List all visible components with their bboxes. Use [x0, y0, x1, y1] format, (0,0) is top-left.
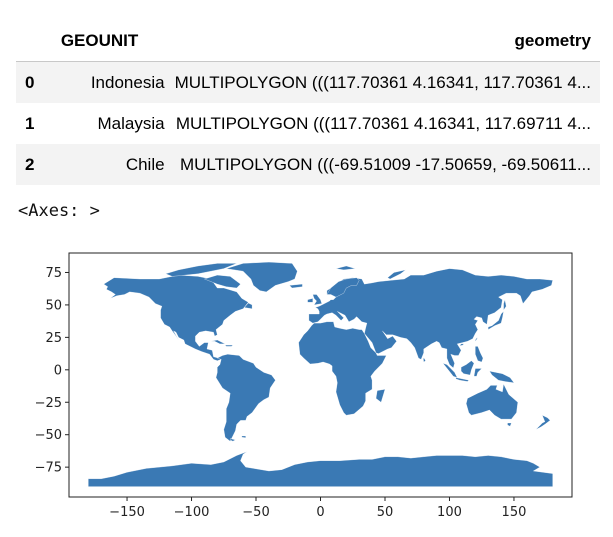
region-new-zealand — [535, 415, 551, 430]
region-cuba — [210, 339, 226, 345]
region-hainan — [459, 343, 464, 346]
region-java — [455, 377, 469, 382]
table-row: 2 Chile MULTIPOLYGON (((-69.51009 -17.50… — [16, 144, 600, 185]
region-newfoundland — [244, 302, 253, 309]
region-antarctica — [88, 451, 553, 487]
y-tick-label: 0 — [54, 363, 62, 378]
column-header-geounit: GEOUNIT — [56, 20, 175, 62]
x-tick-label: 150 — [502, 505, 527, 520]
region-taiwan — [475, 337, 478, 342]
x-tick-label: −150 — [109, 505, 145, 520]
y-tick-label: −25 — [35, 396, 62, 411]
region-baffin — [204, 274, 241, 289]
region-africa — [298, 321, 387, 416]
x-tick-label: −50 — [242, 505, 269, 520]
region-greenland — [226, 261, 298, 293]
x-tick-label: 100 — [437, 505, 462, 520]
world-map-plot: −150 −100 −50 0 50 100 150 75 50 25 0 −25 −50 −75 — [35, 252, 573, 520]
region-madagascar — [375, 389, 386, 403]
geometry-cell: MULTIPOLYGON (((117.70361 4.16341, 117.7… — [174, 72, 591, 92]
geounit-cell: Malaysia — [97, 113, 165, 133]
row-index: 0 — [25, 72, 35, 92]
region-new-guinea — [489, 370, 515, 383]
table-row: 1 Malaysia MULTIPOLYGON (((117.70361 4.1… — [16, 103, 600, 144]
row-index: 2 — [25, 154, 35, 174]
y-axis: 75 50 25 0 −25 −50 −75 — [35, 266, 69, 476]
region-philippines — [475, 346, 484, 363]
table-header-row: GEOUNIT geometry — [16, 20, 600, 62]
x-axis: −150 −100 −50 0 50 100 150 — [109, 497, 526, 520]
geounit-cell: Indonesia — [90, 72, 165, 92]
x-tick-label: 0 — [316, 505, 324, 520]
table-row: 0 Indonesia MULTIPOLYGON (((117.70361 4.… — [16, 61, 600, 103]
region-tierra-del-fuego — [230, 438, 236, 442]
y-tick-label: 50 — [45, 298, 62, 313]
region-svalbard — [335, 265, 356, 271]
map-layer — [88, 261, 553, 487]
y-tick-label: −75 — [35, 461, 62, 476]
region-australia — [466, 383, 518, 420]
region-hispaniola — [224, 344, 233, 347]
region-sumatra — [442, 363, 458, 378]
row-index: 1 — [25, 113, 35, 133]
y-tick-label: 25 — [45, 331, 62, 346]
region-tasmania — [507, 422, 512, 427]
geometry-cell: MULTIPOLYGON (((117.70361 4.16341, 117.6… — [175, 113, 591, 133]
region-south-america — [215, 354, 276, 442]
region-japan — [488, 311, 504, 330]
column-header-geometry: geometry — [174, 20, 600, 62]
index-header — [16, 20, 57, 62]
x-tick-label: 50 — [377, 505, 394, 520]
region-falklands — [241, 435, 246, 438]
region-sakhalin — [503, 299, 507, 311]
geometry-cell: MULTIPOLYGON (((-69.51009 -17.50659, -69… — [179, 154, 591, 174]
geounit-cell: Chile — [125, 154, 165, 174]
x-tick-label: −100 — [174, 505, 210, 520]
region-sulawesi — [473, 368, 482, 377]
region-iceland — [289, 283, 303, 289]
region-arctic-islands — [165, 263, 237, 277]
region-britain — [312, 294, 322, 306]
y-tick-label: −50 — [35, 428, 62, 443]
axes-repr-output: <Axes: > — [18, 201, 100, 221]
region-borneo — [460, 360, 475, 376]
y-tick-label: 75 — [45, 266, 62, 281]
region-scandinavia-extra — [326, 277, 360, 298]
region-sri-lanka — [423, 357, 426, 363]
dataframe-table: GEOUNIT geometry 0 Indonesia MULTIPOLYGO… — [16, 20, 600, 185]
region-ireland — [307, 298, 313, 303]
region-novaya-zemlya — [387, 269, 406, 280]
